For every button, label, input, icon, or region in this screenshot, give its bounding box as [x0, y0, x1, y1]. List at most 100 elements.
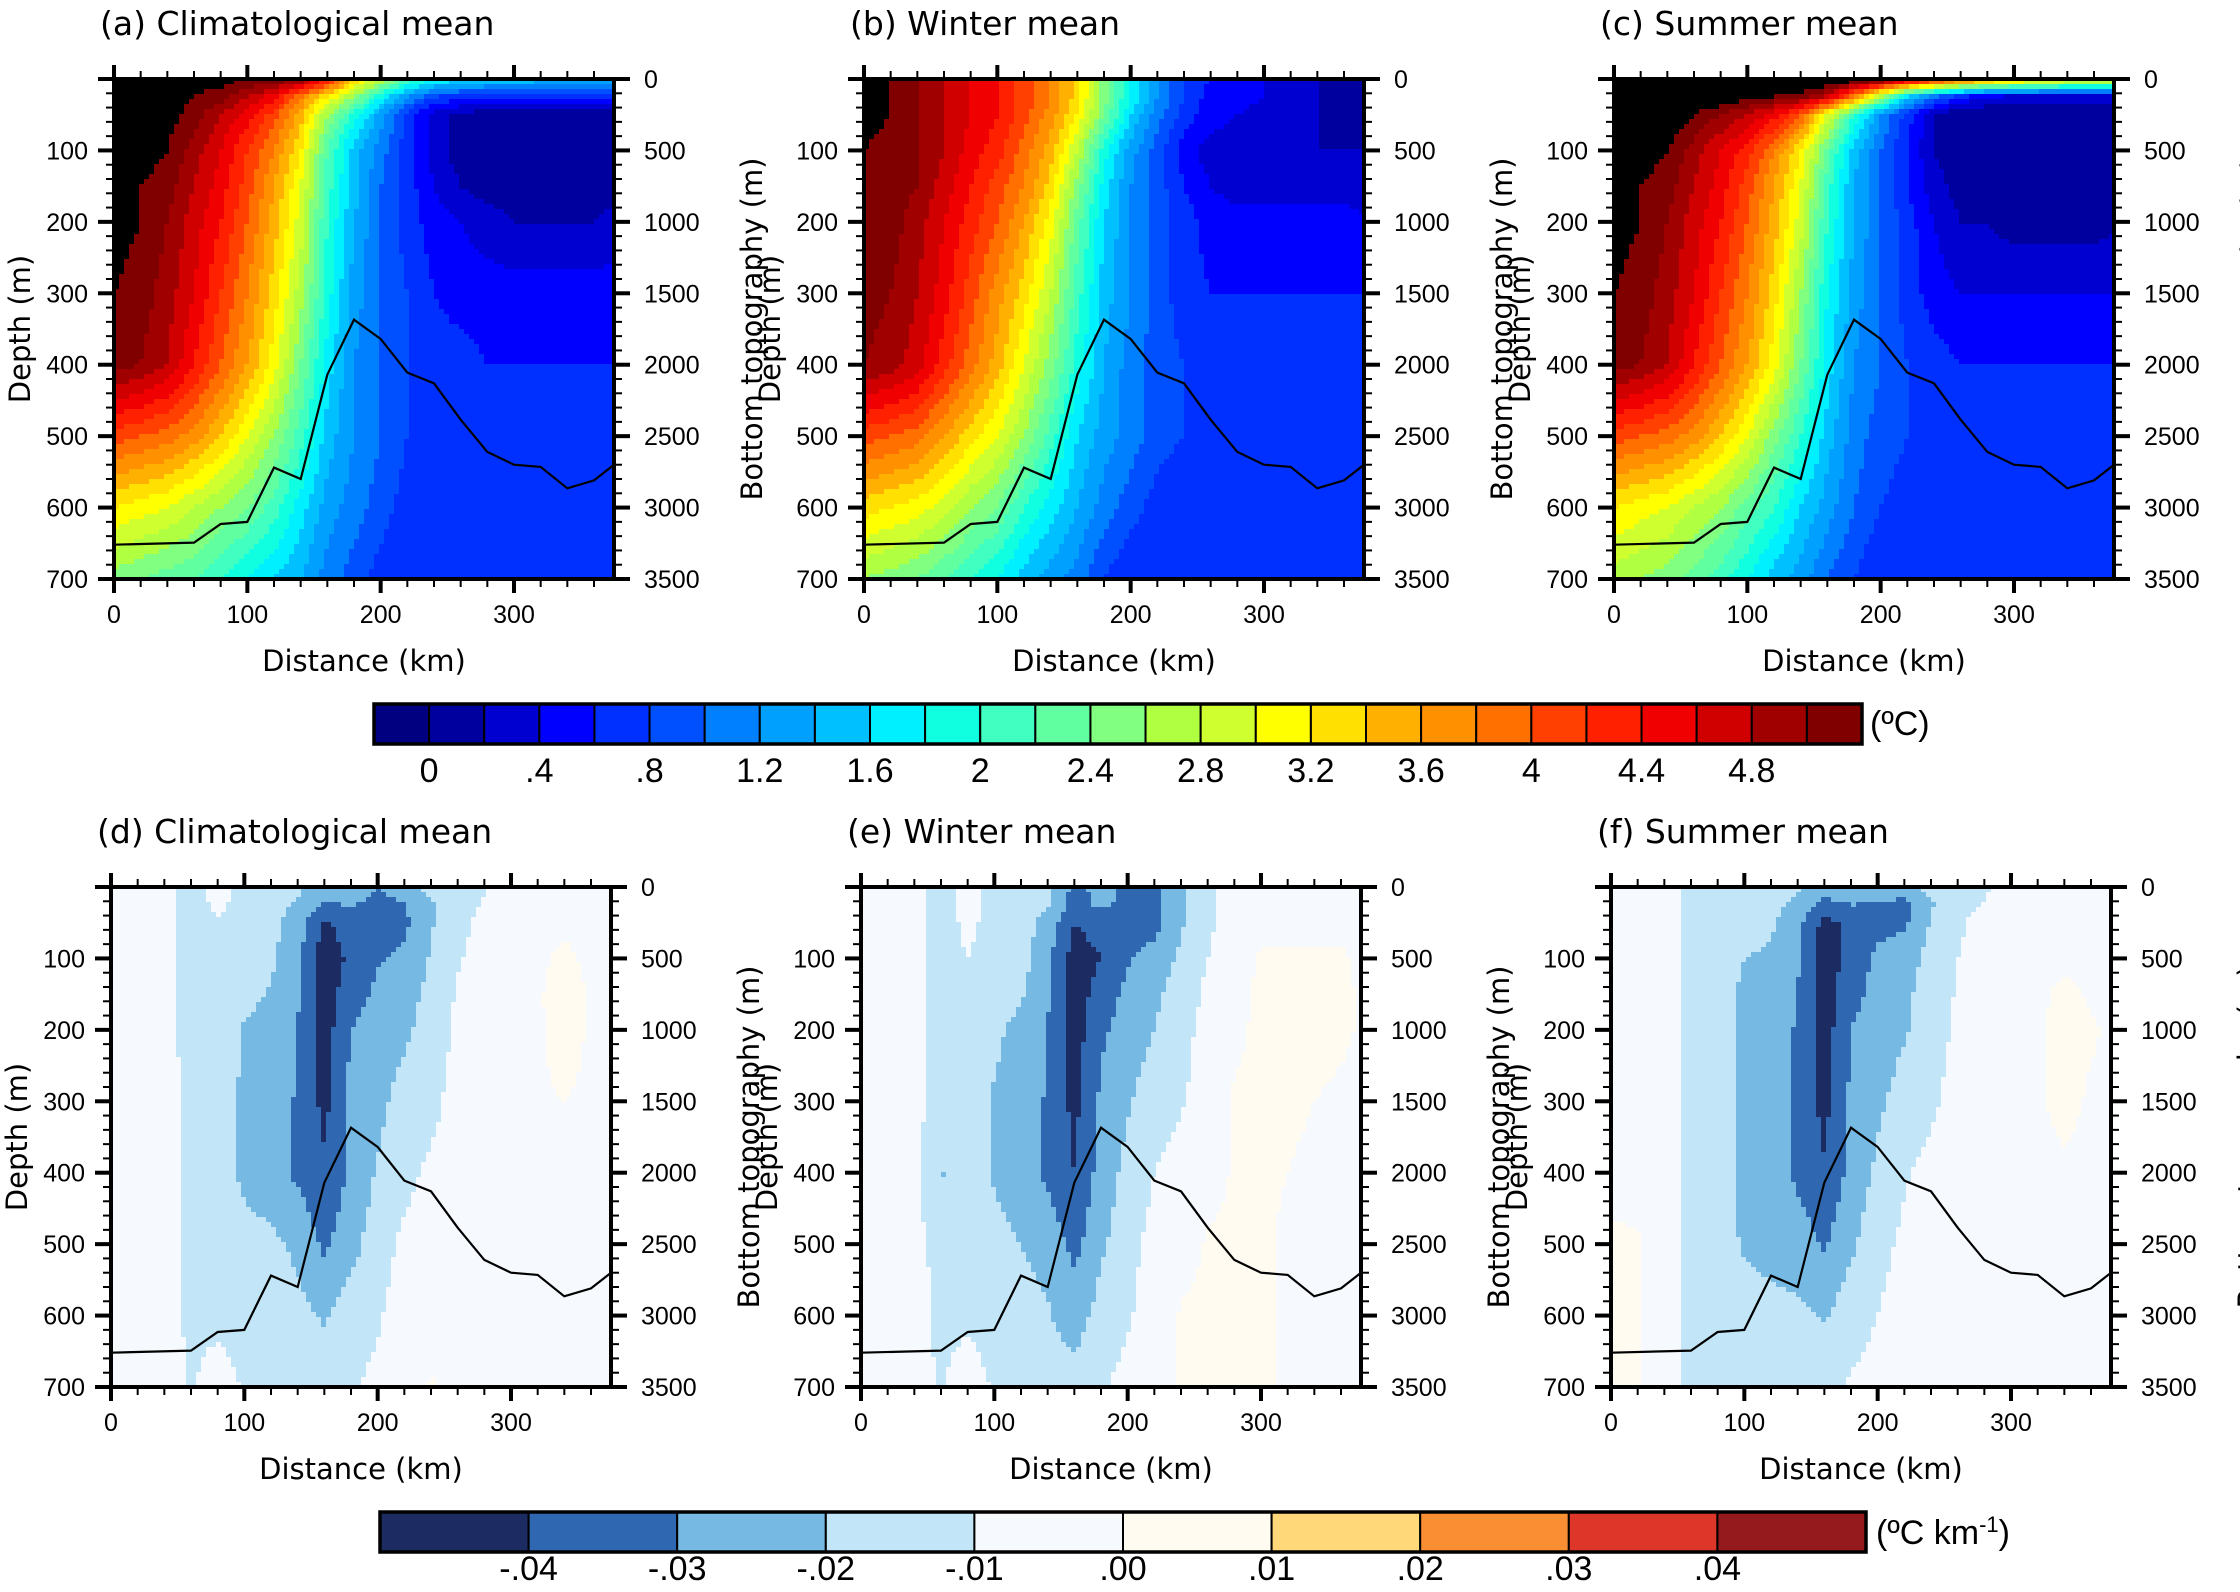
contour-cell [379, 234, 400, 240]
contour-cell [1809, 124, 1815, 130]
contour-cell [1134, 134, 1145, 140]
contour-cell [1124, 159, 1135, 165]
contour-cell [1109, 459, 1135, 465]
y2-tick-label: 3500 [1394, 566, 1450, 594]
contour-cell [1899, 104, 1905, 110]
y-tick-label: 100 [46, 137, 88, 165]
contour-cell [969, 274, 980, 280]
contour-cell [864, 269, 895, 275]
contour-cell [1069, 469, 1085, 475]
contour-cell [924, 244, 940, 250]
contour-cell [1084, 534, 1105, 540]
contour-cell [444, 309, 615, 315]
contour-cell [314, 229, 320, 235]
contour-cell [1164, 179, 1185, 185]
contour-cell [194, 404, 210, 410]
contour-cell [1839, 149, 1845, 155]
contour-cell [1699, 159, 1720, 165]
contour-cell [279, 89, 290, 95]
contour-cell [1684, 159, 1700, 165]
contour-cell [954, 184, 970, 190]
contour-cell [1169, 279, 1210, 285]
contour-cell [299, 274, 305, 280]
contour-cell [334, 264, 345, 270]
contour-cell [249, 94, 265, 100]
contour-cell [1099, 199, 1110, 205]
contour-cell [204, 409, 220, 415]
contour-cell [214, 534, 245, 540]
contour-cell [1004, 349, 1015, 355]
contour-cell [324, 354, 335, 360]
contour-cell [1769, 159, 1780, 165]
contour-cell [1079, 309, 1090, 315]
contour-cell [334, 159, 345, 165]
contour-cell [114, 489, 170, 495]
contour-cell [1739, 134, 1755, 140]
contour-cell [229, 184, 240, 190]
contour-cell [1839, 124, 1845, 130]
contour-cell [319, 329, 330, 335]
contour-cell [424, 224, 465, 230]
contour-cell [1719, 164, 1735, 170]
contour-cell [484, 199, 615, 205]
contour-cell [1169, 99, 1185, 105]
contour-cell [1934, 144, 2115, 150]
contour-cell [244, 244, 255, 250]
contour-cell [864, 469, 895, 475]
contour-cell [959, 154, 980, 160]
contour-cell [1024, 274, 1035, 280]
contour-cell [1114, 264, 1130, 270]
contour-cell [169, 134, 195, 140]
contour-cell [914, 479, 940, 485]
contour-cell [1319, 89, 1365, 95]
contour-cell [294, 359, 300, 365]
contour-cell [939, 359, 950, 365]
contour-cell [254, 169, 270, 175]
contour-cell [919, 274, 940, 280]
contour-cell [989, 559, 1010, 565]
contour-cell [1084, 474, 1105, 480]
contour-cell [219, 289, 235, 295]
contour-cell [954, 249, 975, 255]
contour-cell [864, 139, 870, 145]
contour-cell [1089, 569, 1110, 575]
contour-cell [1169, 84, 1185, 90]
contour-cell [1084, 209, 1090, 215]
contour-cell [944, 219, 965, 225]
contour-cell [1094, 154, 1100, 160]
contour-cell [1129, 94, 1140, 100]
contour-cell [969, 79, 1000, 85]
contour-cell [1184, 429, 1365, 435]
contour-cell [1014, 304, 1025, 310]
contour-cell [1119, 179, 1135, 185]
contour-cell [1034, 89, 1050, 95]
contour-cell [864, 174, 920, 180]
contour-cell [924, 474, 945, 480]
contour-cell [1014, 529, 1030, 535]
contour-cell [309, 159, 315, 165]
contour-cell [324, 189, 330, 195]
contour-cell [189, 194, 210, 200]
contour-cell [994, 354, 1005, 360]
contour-cell [1729, 139, 1750, 145]
contour-cell [219, 409, 235, 415]
contour-cell [379, 204, 400, 210]
contour-cell [934, 289, 950, 295]
contour-cell [309, 229, 315, 235]
contour-cell [369, 104, 380, 110]
contour-cell [204, 149, 220, 155]
contour-cell [279, 219, 290, 225]
x-tick-label: 100 [226, 601, 268, 629]
contour-cell [1924, 99, 1935, 105]
contour-cell [1104, 164, 1115, 170]
contour-cell [279, 349, 290, 355]
contour-cell [299, 194, 305, 200]
contour-cell [204, 224, 220, 230]
contour-cell [1039, 159, 1055, 165]
contour-cell [289, 519, 305, 525]
contour-cell [319, 254, 325, 260]
contour-cell [934, 179, 955, 185]
contour-cell [114, 314, 150, 320]
contour-cell [1039, 334, 1050, 340]
contour-cell [1059, 464, 1075, 470]
